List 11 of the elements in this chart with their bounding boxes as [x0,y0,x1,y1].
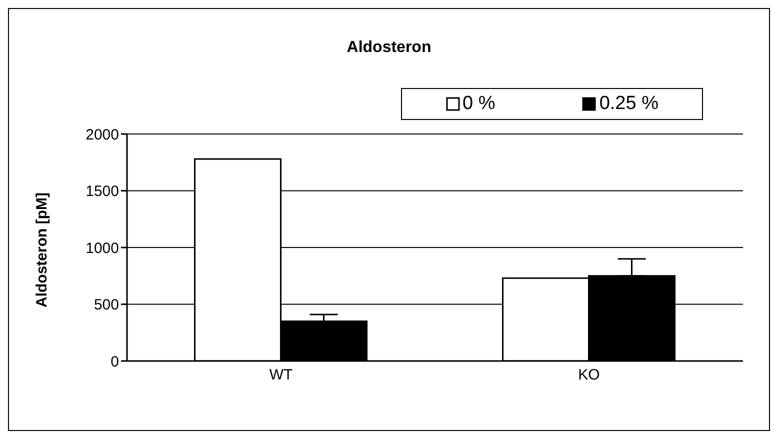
chart-title: Aldosteron [346,39,432,57]
x-tick-label: KO [578,366,600,384]
legend-label: 0 % [462,93,496,115]
y-tick-label: 500 [94,296,119,314]
x-tick-label: WT [269,366,293,384]
y-tick-label: 2000 [86,126,119,144]
y-tick-label: 0 [110,353,119,370]
legend-label: 0.25 % [598,93,658,115]
y-tick-label: 1000 [86,240,119,257]
y-axis-title: Aldosteron [pM] [33,192,50,308]
y-tick-label: 1500 [86,183,119,200]
